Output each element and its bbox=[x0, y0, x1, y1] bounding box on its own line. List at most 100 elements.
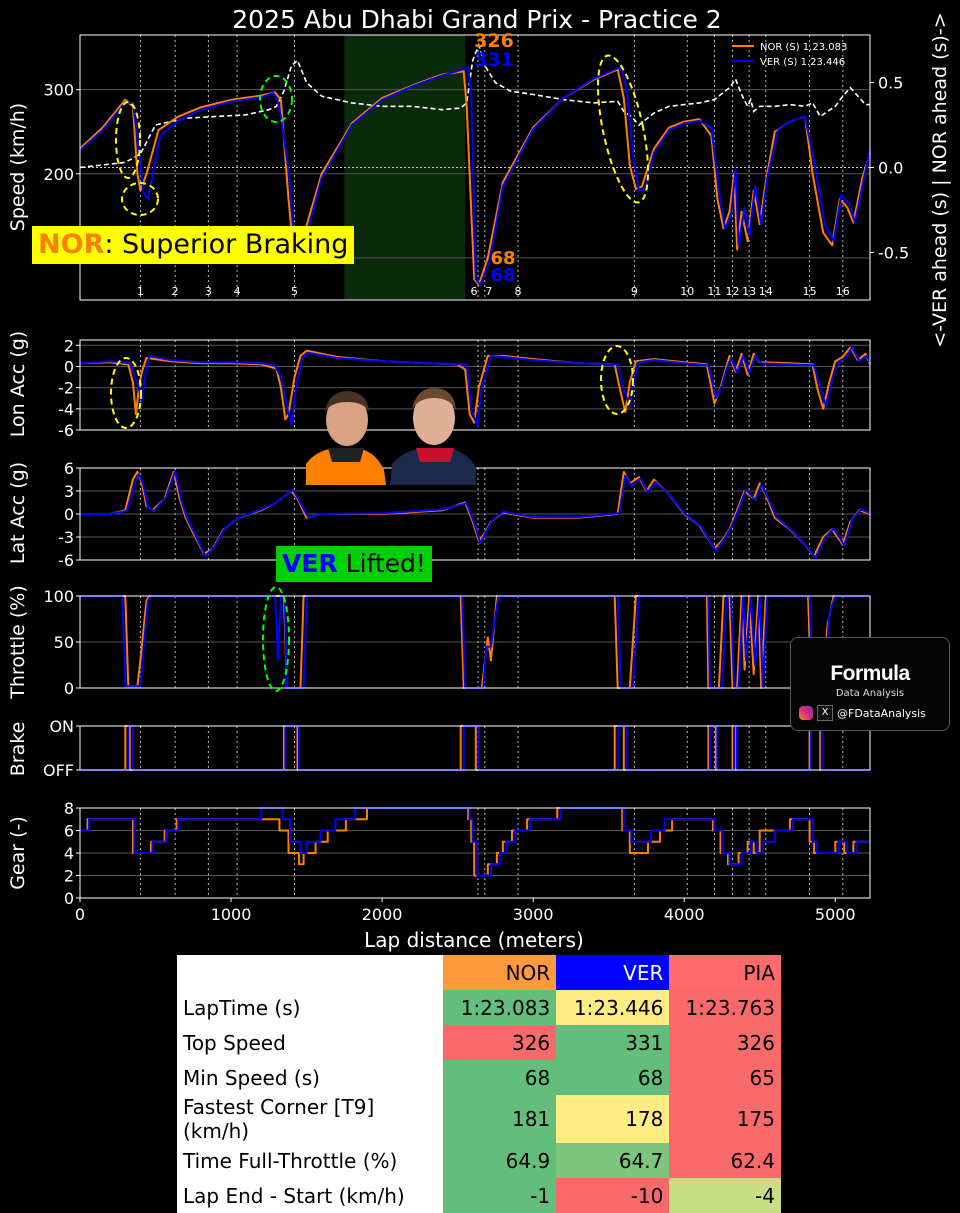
corner-label: 5 bbox=[291, 285, 298, 298]
y-axis-label: Throttle (%) bbox=[7, 585, 29, 699]
x-tick-label: 3000 bbox=[513, 905, 554, 924]
axes-frame bbox=[79, 725, 871, 771]
y-axis-label: Lat Acc (g) bbox=[7, 462, 29, 564]
turn9-highlight bbox=[596, 54, 650, 204]
x-tick-label: 2000 bbox=[362, 905, 403, 924]
corner-label: 6 bbox=[471, 285, 478, 298]
x-tick-label: 1000 bbox=[211, 905, 252, 924]
nor-callout-tag: NOR bbox=[38, 229, 105, 260]
corner-label: 12 bbox=[726, 285, 740, 298]
metric-value: 178 bbox=[556, 1095, 670, 1143]
comparison-table: NOR VER PIA LapTime (s) 1:23.083 1:23.446 1:2… bbox=[177, 955, 781, 1213]
metric-value: 1:23.446 bbox=[556, 990, 670, 1025]
x-icon: X bbox=[817, 705, 833, 721]
corner-label: 9 bbox=[631, 285, 638, 298]
ver-callout-tag: VER bbox=[282, 549, 338, 578]
metric-label: Time Full-Throttle (%) bbox=[183, 1148, 398, 1173]
y-tick-label: -3 bbox=[58, 528, 74, 547]
y2-axis-label: <-VER ahead (s) | NOR ahead (s)-> bbox=[929, 12, 951, 347]
corner-label: 8 bbox=[515, 285, 522, 298]
metric-value: 331 bbox=[556, 1025, 670, 1060]
driver-header: PIA bbox=[669, 955, 781, 990]
x-axis-label: Lap distance (meters) bbox=[364, 928, 584, 952]
social-handles: X @FDataAnalysis bbox=[799, 705, 926, 721]
y-tick-label: -4 bbox=[58, 400, 74, 419]
table-row: Min Speed (s) 68 68 65 bbox=[177, 1060, 781, 1095]
driver-portraits bbox=[306, 388, 476, 485]
nor-brake-line bbox=[80, 725, 870, 771]
corner-label: 15 bbox=[803, 285, 817, 298]
ver-gear-line bbox=[80, 807, 870, 877]
ver-lift-callout: VER Lifted! bbox=[276, 546, 432, 582]
delta-line bbox=[79, 42, 870, 169]
chart-title: 2025 Abu Dhabi Grand Prix - Practice 2 bbox=[232, 5, 721, 34]
table-row: LapTime (s) 1:23.083 1:23.446 1:23.763 bbox=[177, 990, 781, 1025]
metric-value: 1:23.763 bbox=[669, 990, 781, 1025]
metric-value: 68 bbox=[556, 1060, 670, 1095]
y-tick-label: 300 bbox=[43, 81, 74, 100]
y-tick-label: 6 bbox=[64, 822, 74, 841]
metric-value: 62.4 bbox=[669, 1143, 781, 1178]
table-header-row: NOR VER PIA bbox=[177, 955, 781, 990]
ver-lat-line bbox=[80, 470, 871, 559]
table-row: Time Full-Throttle (%) 64.9 64.7 62.4 bbox=[177, 1143, 781, 1178]
table-corner-cell bbox=[177, 955, 443, 990]
corner-label: 16 bbox=[836, 285, 850, 298]
axes-frame bbox=[79, 339, 871, 431]
y-tick-label: ON bbox=[49, 717, 74, 736]
table-row: Top Speed 326 331 326 bbox=[177, 1025, 781, 1060]
metric-value: -1 bbox=[442, 1178, 557, 1213]
metric-value: 64.9 bbox=[442, 1143, 557, 1178]
table-row: Lap End - Start (km/h) -1 -10 -4 bbox=[177, 1178, 781, 1213]
metric-value: 64.7 bbox=[556, 1143, 670, 1178]
brand-subtitle: Data Analysis bbox=[835, 688, 905, 699]
y-tick-label: 0 bbox=[64, 889, 74, 908]
y-tick-label: OFF bbox=[43, 761, 74, 780]
y-tick-label: 0 bbox=[64, 505, 74, 524]
metric-value: 326 bbox=[442, 1025, 557, 1060]
legend-entry: VER (S) 1.23.446 bbox=[760, 57, 845, 68]
legend-entry: NOR (S) 1.23.083 bbox=[760, 42, 847, 53]
corner-label: 10 bbox=[680, 285, 694, 298]
metric-value: 175 bbox=[669, 1095, 781, 1143]
y-tick-label: 200 bbox=[43, 165, 74, 184]
ver-callout-text: Lifted! bbox=[337, 549, 426, 578]
x-tick-label: 5000 bbox=[815, 905, 856, 924]
metric-label: Lap End - Start (km/h) bbox=[183, 1183, 405, 1208]
x-tick-label: 0 bbox=[75, 905, 85, 924]
min-speed-label: 68 bbox=[490, 248, 515, 269]
y-axis-label: Lon Acc (g) bbox=[7, 331, 29, 437]
table-row: Fastest Corner [T9] (km/h) 181 178 175 bbox=[177, 1095, 781, 1143]
nor-apex-highlight bbox=[121, 182, 159, 216]
brake-panel: OFF ON Brake bbox=[7, 717, 871, 780]
metric-value: -4 bbox=[669, 1178, 781, 1213]
metric-label: Fastest Corner [T9] (km/h) bbox=[183, 1095, 375, 1143]
y-axis-label: Brake bbox=[7, 722, 29, 777]
nor-braking-highlight bbox=[115, 101, 141, 179]
y-tick-label: 6 bbox=[64, 459, 74, 478]
metric-label: LapTime (s) bbox=[183, 995, 301, 1020]
speed-panel: 100200300Speed (km/h)-0.50.00.5<-VER ahe… bbox=[7, 12, 951, 347]
nor-callout-text: : Superior Braking bbox=[104, 229, 349, 260]
formula-data-analysis-logo: Formula Data Analysis X @FDataAnalysis bbox=[790, 637, 950, 731]
throttle-panel: 0 50 100 Throttle (%) bbox=[7, 585, 871, 700]
instagram-icon bbox=[799, 706, 813, 720]
corner-label: 11 bbox=[707, 285, 721, 298]
y-tick-label: -2 bbox=[58, 379, 74, 398]
y-tick-label: -6 bbox=[58, 421, 74, 440]
nor-portrait bbox=[306, 391, 386, 485]
ver-lift-throttle-highlight bbox=[262, 586, 290, 692]
ver-portrait bbox=[390, 388, 476, 485]
top-speed-label: 331 bbox=[474, 49, 514, 71]
corner-label: 3 bbox=[205, 285, 212, 298]
lat-panel: -6 -3 0 3 6 Lat Acc (g) bbox=[7, 459, 871, 570]
driver-header: VER bbox=[556, 955, 670, 990]
brand-name: Formula bbox=[830, 662, 910, 685]
metric-value: 68 bbox=[442, 1060, 557, 1095]
legend: NOR (S) 1.23.083 VER (S) 1.23.446 bbox=[732, 42, 847, 68]
y-tick-label: 0 bbox=[64, 679, 74, 698]
social-handle: @FDataAnalysis bbox=[837, 706, 926, 720]
corner-label: 14 bbox=[759, 285, 773, 298]
y-tick-label: 2 bbox=[64, 867, 74, 886]
turn9-lon-highlight bbox=[600, 345, 634, 415]
